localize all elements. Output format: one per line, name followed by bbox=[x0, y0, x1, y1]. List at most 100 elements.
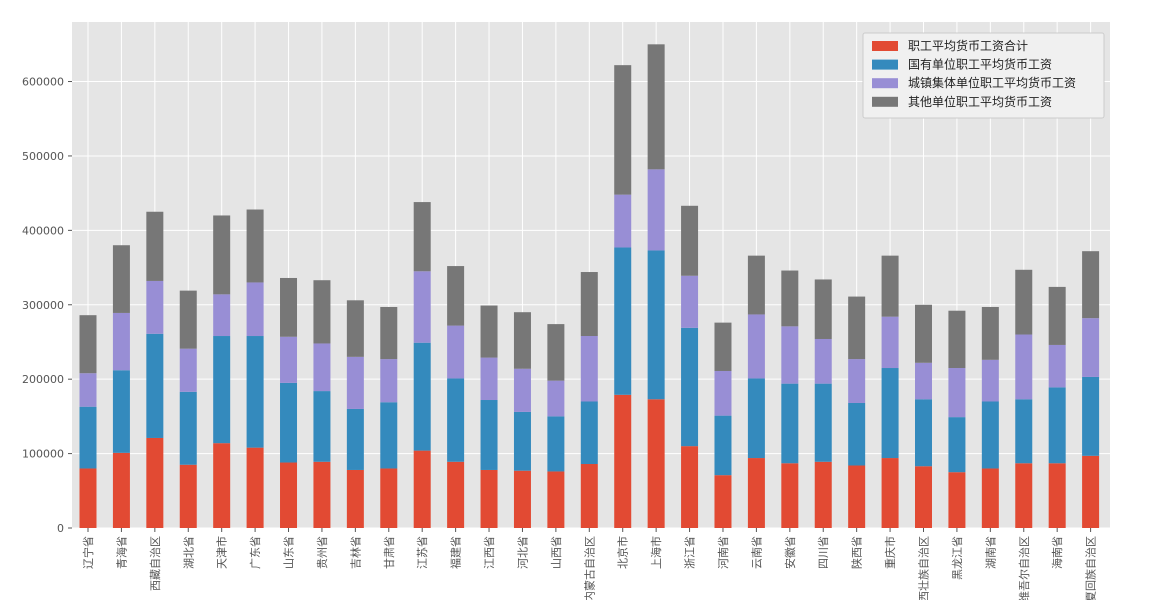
bar-segment-series-3 bbox=[1082, 318, 1100, 377]
bar-segment-series-4 bbox=[447, 266, 465, 326]
bar-segment-series-1 bbox=[79, 468, 97, 528]
bar-segment-series-3 bbox=[747, 314, 765, 379]
bar-segment-series-4 bbox=[480, 305, 498, 358]
bar-segment-series-2 bbox=[146, 333, 164, 438]
bar-segment-series-3 bbox=[213, 294, 231, 337]
bar-segment-series-3 bbox=[848, 359, 866, 403]
bar-segment-series-3 bbox=[1015, 334, 1033, 400]
x-tick-label: 云南省 bbox=[750, 536, 763, 569]
bar-segment-series-1 bbox=[981, 468, 999, 528]
x-axis: 辽宁省 青海省 西藏自治区 湖北省 天津市 广东省 山东省 贵州省 吉林省 甘肃省 江苏省 福建省 江西… bbox=[81, 528, 1098, 600]
bar-segment-series-4 bbox=[280, 277, 298, 337]
x-tick-label: 黑龙江省 bbox=[951, 536, 964, 580]
x-tick-label: 西藏自治区 bbox=[148, 536, 162, 591]
bar-segment-series-4 bbox=[413, 202, 431, 272]
bar-segment-series-4 bbox=[580, 272, 598, 337]
bar-segment-series-1 bbox=[146, 437, 164, 528]
bar-segment-series-1 bbox=[547, 471, 565, 528]
bar-segment-series-4 bbox=[79, 315, 97, 374]
bar-segment-series-2 bbox=[313, 391, 331, 462]
bar-segment-series-4 bbox=[146, 211, 164, 281]
bar-segment-series-4 bbox=[781, 270, 799, 327]
bar-segment-series-3 bbox=[313, 343, 331, 392]
bar-segment-series-1 bbox=[747, 458, 765, 528]
bar-segment-series-2 bbox=[1048, 387, 1066, 464]
legend-swatch bbox=[872, 96, 898, 107]
bar-segment-series-3 bbox=[146, 280, 164, 334]
bar-segment-series-4 bbox=[714, 322, 732, 371]
bar-segment-series-4 bbox=[112, 245, 130, 313]
x-tick-label: 贵州省 bbox=[316, 536, 329, 569]
bar-segment-series-4 bbox=[814, 279, 832, 339]
bar-segment-series-2 bbox=[447, 378, 465, 462]
bar-segment-series-1 bbox=[881, 458, 899, 528]
bar-segment-series-4 bbox=[547, 324, 565, 381]
bar-segment-series-2 bbox=[647, 250, 665, 400]
bar-segment-series-3 bbox=[179, 348, 197, 392]
y-axis: 0 100000 200000 300000 400000 500000 600000 bbox=[22, 76, 72, 535]
y-tick-label: 500000 bbox=[22, 150, 64, 163]
x-tick-label: 山东省 bbox=[283, 536, 296, 569]
bar-segment-series-3 bbox=[280, 336, 298, 383]
bar-segment-series-4 bbox=[948, 310, 966, 369]
bar-segment-series-3 bbox=[79, 373, 97, 407]
bar-segment-series-2 bbox=[547, 416, 565, 472]
bar-segment-series-1 bbox=[280, 462, 298, 528]
bar-segment-series-4 bbox=[848, 296, 866, 360]
bar-segment-series-2 bbox=[246, 336, 264, 448]
bar-segment-series-4 bbox=[380, 306, 398, 360]
bar-segment-series-2 bbox=[513, 411, 531, 471]
bar-segment-series-4 bbox=[981, 306, 999, 360]
bar-segment-series-1 bbox=[513, 470, 531, 528]
bar-segment-series-4 bbox=[647, 44, 665, 170]
bar-segment-series-1 bbox=[246, 447, 264, 528]
legend-label: 国有单位职工平均货币工资 bbox=[908, 57, 1052, 72]
bar-segment-series-2 bbox=[948, 417, 966, 473]
bar-segment-series-1 bbox=[380, 468, 398, 528]
bar-segment-series-4 bbox=[915, 304, 932, 363]
bar-segment-series-2 bbox=[848, 402, 866, 466]
bar-segment-series-2 bbox=[280, 382, 298, 463]
bars bbox=[79, 44, 1100, 528]
x-tick-label: 江苏省 bbox=[416, 536, 429, 569]
bar-segment-series-2 bbox=[79, 406, 97, 469]
bar-segment-series-2 bbox=[747, 378, 765, 459]
bar-segment-series-1 bbox=[1082, 455, 1100, 528]
x-tick-label: 山西省 bbox=[550, 536, 563, 569]
bar-segment-series-4 bbox=[513, 312, 531, 369]
bar-segment-series-1 bbox=[1015, 463, 1033, 528]
bar-segment-series-3 bbox=[580, 336, 598, 402]
bar-segment-series-3 bbox=[346, 356, 364, 409]
legend-label: 职工平均货币工资合计 bbox=[908, 38, 1028, 53]
bar-segment-series-2 bbox=[413, 342, 431, 451]
bar-segment-series-2 bbox=[714, 415, 732, 476]
y-tick-label: 300000 bbox=[22, 299, 64, 312]
y-tick-label: 200000 bbox=[22, 373, 64, 386]
y-tick-label: 100000 bbox=[22, 448, 64, 461]
bar-segment-series-3 bbox=[513, 368, 531, 412]
x-tick-label: 江西省 bbox=[483, 536, 496, 569]
bar-segment-series-2 bbox=[213, 336, 231, 444]
bar-segment-series-1 bbox=[447, 461, 465, 528]
bar-segment-series-3 bbox=[814, 338, 832, 384]
bar-segment-series-2 bbox=[814, 383, 832, 462]
x-tick-label: 内蒙古自治区 bbox=[582, 536, 596, 600]
bar-segment-series-1 bbox=[346, 469, 364, 528]
bar-segment-series-1 bbox=[814, 461, 832, 528]
bar-segment-series-1 bbox=[413, 450, 431, 528]
bar-segment-series-3 bbox=[647, 169, 665, 251]
bar-segment-series-4 bbox=[346, 300, 364, 357]
bar-segment-series-2 bbox=[112, 370, 130, 453]
bar-segment-series-3 bbox=[714, 370, 732, 416]
x-tick-label: 北京市 bbox=[616, 536, 630, 569]
x-tick-label: 陕西省 bbox=[850, 536, 864, 569]
bar-segment-series-2 bbox=[614, 247, 632, 395]
x-tick-label: 广东省 bbox=[249, 536, 262, 569]
x-tick-label: 宁夏回族自治区 bbox=[1084, 536, 1098, 600]
x-tick-label: 重庆市 bbox=[883, 536, 897, 569]
bar-segment-series-4 bbox=[1082, 251, 1100, 319]
bar-segment-series-1 bbox=[480, 469, 498, 528]
bar-segment-series-1 bbox=[948, 472, 966, 528]
bar-segment-series-2 bbox=[580, 401, 598, 465]
